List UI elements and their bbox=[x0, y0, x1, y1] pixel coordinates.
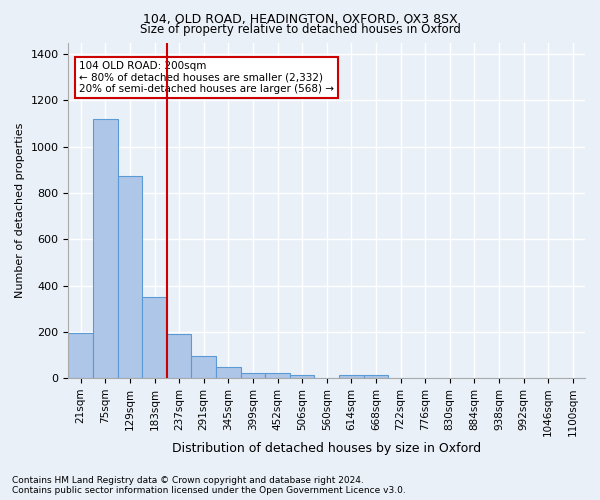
Bar bbox=[142, 297, 167, 378]
Text: 104, OLD ROAD, HEADINGTON, OXFORD, OX3 8SX: 104, OLD ROAD, HEADINGTON, OXFORD, OX3 8… bbox=[143, 12, 457, 26]
Bar bbox=[93, 119, 118, 378]
Y-axis label: Number of detached properties: Number of detached properties bbox=[15, 122, 25, 298]
Text: Contains HM Land Registry data © Crown copyright and database right 2024.
Contai: Contains HM Land Registry data © Crown c… bbox=[12, 476, 406, 495]
Bar bbox=[364, 375, 388, 378]
Bar bbox=[68, 333, 93, 378]
X-axis label: Distribution of detached houses by size in Oxford: Distribution of detached houses by size … bbox=[172, 442, 481, 455]
Bar bbox=[241, 373, 265, 378]
Bar bbox=[191, 356, 216, 378]
Bar bbox=[216, 366, 241, 378]
Bar bbox=[339, 375, 364, 378]
Text: 104 OLD ROAD: 200sqm
← 80% of detached houses are smaller (2,332)
20% of semi-de: 104 OLD ROAD: 200sqm ← 80% of detached h… bbox=[79, 61, 334, 94]
Bar bbox=[167, 334, 191, 378]
Bar bbox=[265, 374, 290, 378]
Text: Size of property relative to detached houses in Oxford: Size of property relative to detached ho… bbox=[140, 22, 460, 36]
Bar bbox=[290, 374, 314, 378]
Bar bbox=[118, 176, 142, 378]
